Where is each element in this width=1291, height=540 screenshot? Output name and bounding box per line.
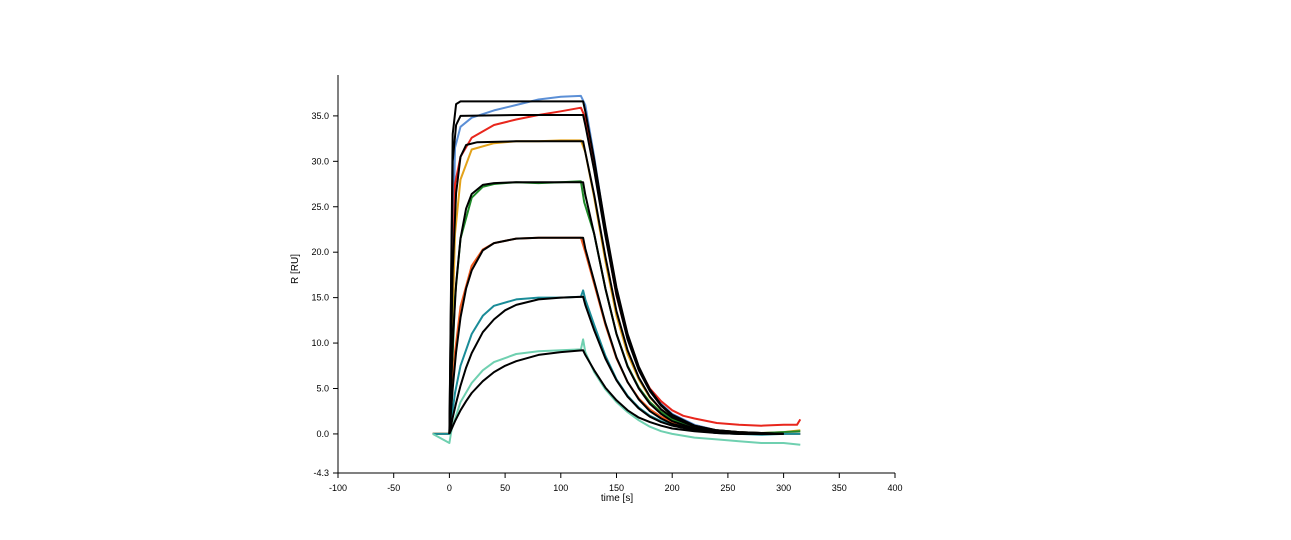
- y-axis-title: R [RU]: [290, 254, 301, 284]
- x-tick-label: 350: [832, 483, 847, 493]
- fit-layer: [448, 100, 784, 435]
- x-tick-label: 400: [887, 483, 902, 493]
- y-tick-label: 30.0: [311, 156, 329, 166]
- fit-line-1: [448, 100, 784, 435]
- series-layer: [432, 94, 802, 446]
- y-tick-label: 20.0: [311, 247, 329, 257]
- fit-line-3: [448, 140, 784, 435]
- series-line-2: [432, 106, 802, 435]
- fit-line-6: [448, 295, 784, 435]
- x-axis-title: time [s]: [601, 493, 633, 504]
- x-ticks: -100 -50 0 50 100 150 200 250 300 350 400: [329, 473, 903, 493]
- fit-line-7: [448, 349, 784, 435]
- y-tick-label: 10.0: [311, 338, 329, 348]
- y-tick-label: 35.0: [311, 111, 329, 121]
- y-tick-label: -4.3: [313, 468, 329, 478]
- x-tick-label: 0: [447, 483, 452, 493]
- x-tick-label: 150: [609, 483, 624, 493]
- y-tick-label: 25.0: [311, 202, 329, 212]
- x-tick-label: 300: [776, 483, 791, 493]
- x-tick-label: 100: [553, 483, 568, 493]
- x-tick-label: -50: [387, 483, 400, 493]
- x-tick-label: 50: [500, 483, 510, 493]
- y-tick-label: 5.0: [316, 383, 329, 393]
- fit-line-2: [448, 114, 784, 435]
- y-ticks: -4.3 0.0 5.0 10.0 15.0 20.0 25.0 30.0 35.0: [311, 111, 338, 478]
- x-tick-label: 200: [665, 483, 680, 493]
- y-tick-label: 15.0: [311, 293, 329, 303]
- series-line-1: [432, 94, 801, 435]
- x-tick-label: -100: [329, 483, 347, 493]
- y-tick-label: 0.0: [316, 429, 329, 439]
- x-tick-label: 250: [720, 483, 735, 493]
